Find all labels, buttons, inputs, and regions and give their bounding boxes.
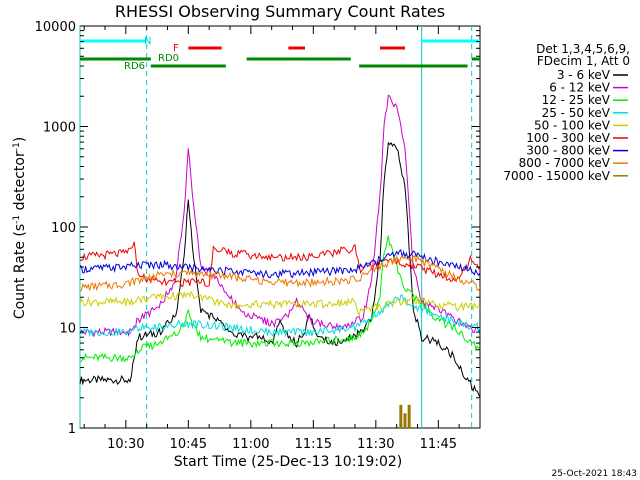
legend-header-line1: Det 1,3,4,5,6,9, — [536, 42, 630, 56]
y-axis-label-sup1: -1 — [12, 215, 22, 224]
legend-label-8: 7000 - 15000 keV — [503, 169, 610, 183]
x-tick-label-3: 11:15 — [295, 437, 332, 452]
legend-label-6: 300 - 800 keV — [526, 144, 610, 158]
x-tick-label-5: 11:45 — [420, 437, 457, 452]
x-tick-label-1: 10:45 — [170, 437, 207, 452]
chart-title: RHESSI Observing Summary Count Rates — [115, 2, 445, 21]
y-axis-label-part2: detector — [12, 151, 28, 215]
y-tick-label-4: 10000 — [35, 20, 76, 35]
status-label-rd6: RD6 — [124, 61, 145, 72]
y-axis-label-part3: ) — [12, 137, 28, 142]
footer-timestamp: 25-Oct-2021 18:43 — [552, 469, 637, 479]
y-tick-label-1: 10 — [59, 322, 76, 337]
x-axis-label: Start Time (25-Dec-13 10:19:02) — [174, 454, 402, 470]
legend-label-7: 800 - 7000 keV — [519, 156, 611, 170]
series-line-1 — [79, 94, 481, 338]
series-line-4 — [79, 290, 481, 317]
legend-label-4: 50 - 100 keV — [534, 118, 611, 132]
series-lines — [79, 94, 481, 428]
x-tick-label-4: 11:30 — [357, 437, 394, 452]
legend-label-0: 3 - 6 keV — [557, 68, 611, 82]
legend-label-1: 6 - 12 keV — [549, 81, 611, 95]
y-axis-label: Count Rate (s-1 detector-1) — [12, 137, 28, 319]
y-tick-label-0: 1 — [68, 422, 76, 437]
status-label-n: N — [144, 36, 151, 47]
legend-label-3: 25 - 50 keV — [542, 106, 611, 120]
series-line-7 — [79, 253, 481, 292]
x-tick-label-2: 11:00 — [232, 437, 269, 452]
x-tick-label-0: 10:30 — [107, 437, 144, 452]
y-tick-label-2: 100 — [51, 221, 76, 236]
plot-frame — [79, 25, 481, 429]
series-line-6 — [79, 249, 481, 279]
series-line-5 — [79, 241, 481, 288]
status-label-f: F — [173, 43, 179, 54]
status-label-rd0: RD0 — [158, 53, 179, 64]
legend-label-5: 100 - 300 keV — [526, 131, 610, 145]
series-line-3 — [79, 294, 481, 338]
vertical-markers — [79, 26, 473, 428]
y-axis-label-part1: Count Rate (s — [12, 224, 28, 319]
y-tick-label-3: 1000 — [43, 121, 76, 136]
plot-border — [79, 25, 481, 429]
legend-header-line2: FDecim 1, Att 0 — [537, 54, 630, 68]
y-axis-label-sup2: -1 — [12, 142, 22, 151]
series-line-2 — [79, 235, 481, 363]
axes: 1 10 100 1000 10000 10:30 10:45 11:00 11:15 11:30… — [35, 20, 481, 452]
legend-label-2: 12 - 25 keV — [542, 93, 611, 107]
